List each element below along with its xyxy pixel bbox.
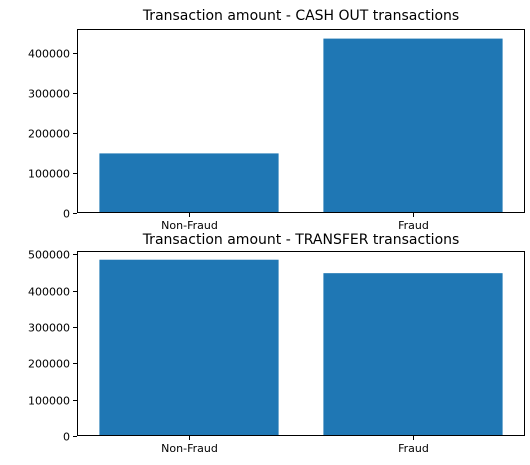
bar-non-fraud: [99, 259, 279, 436]
axes-frame: [77, 29, 525, 213]
y-tick-label: 0: [63, 208, 70, 221]
x-tick-label: Fraud: [398, 442, 429, 455]
x-tick-label: Fraud: [398, 219, 429, 232]
bar-non-fraud: [99, 153, 279, 213]
y-tick-label: 400000: [28, 48, 70, 61]
y-tick-label: 200000: [28, 128, 70, 141]
x-tick-label: Non-Fraud: [161, 219, 218, 232]
chart-1: 0 100000 200000 300000 400000 Non-Fraud Fraud T…: [28, 8, 525, 232]
x-tick-label: Non-Fraud: [161, 442, 218, 455]
y-tick-label: 0: [63, 431, 70, 444]
bar-fraud: [323, 38, 503, 213]
y-tick-label: 500000: [28, 249, 70, 262]
y-tick-label: 300000: [28, 322, 70, 335]
y-tick-label: 100000: [28, 395, 70, 408]
y-tick-label: 400000: [28, 286, 70, 299]
axes-frame: [77, 251, 525, 436]
y-tick-label: 300000: [28, 88, 70, 101]
bar-fraud: [323, 273, 503, 436]
chart-title: Transaction amount - CASH OUT transactio…: [142, 8, 459, 24]
chart-title: Transaction amount - TRANSFER transactio…: [142, 232, 460, 248]
y-tick-label: 200000: [28, 358, 70, 371]
chart-2: 0 100000 200000 300000 400000 500000 Non-Fraud…: [28, 232, 525, 455]
y-tick-label: 100000: [28, 168, 70, 181]
